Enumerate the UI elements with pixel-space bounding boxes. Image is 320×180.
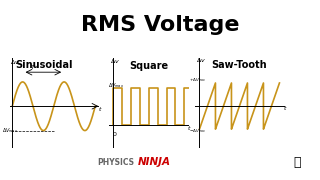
Text: $-\Delta V_{max}$: $-\Delta V_{max}$	[189, 128, 206, 135]
Text: RMS Voltage: RMS Voltage	[81, 15, 239, 35]
Text: NINJA: NINJA	[138, 157, 171, 167]
Text: $\Delta V_{max}$: $\Delta V_{max}$	[2, 126, 19, 135]
Text: $\Delta v$: $\Delta v$	[196, 56, 206, 64]
Text: Sinusoidal: Sinusoidal	[16, 60, 73, 69]
Text: Square: Square	[129, 61, 168, 71]
Text: $t$: $t$	[98, 105, 103, 113]
Text: $\Delta v$: $\Delta v$	[110, 57, 120, 65]
Text: $T$: $T$	[30, 62, 36, 71]
Text: $t$: $t$	[187, 124, 192, 132]
Text: $0$: $0$	[112, 130, 117, 138]
Text: $\Delta V_{max}$: $\Delta V_{max}$	[108, 82, 124, 91]
Text: Saw-Tooth: Saw-Tooth	[212, 60, 267, 70]
Text: $+\Delta V_{max}$: $+\Delta V_{max}$	[189, 77, 206, 84]
Text: 🥷: 🥷	[294, 156, 301, 169]
Text: PHYSICS: PHYSICS	[97, 158, 134, 167]
Text: $t$: $t$	[283, 103, 287, 112]
Text: $\Delta v$: $\Delta v$	[10, 58, 20, 66]
